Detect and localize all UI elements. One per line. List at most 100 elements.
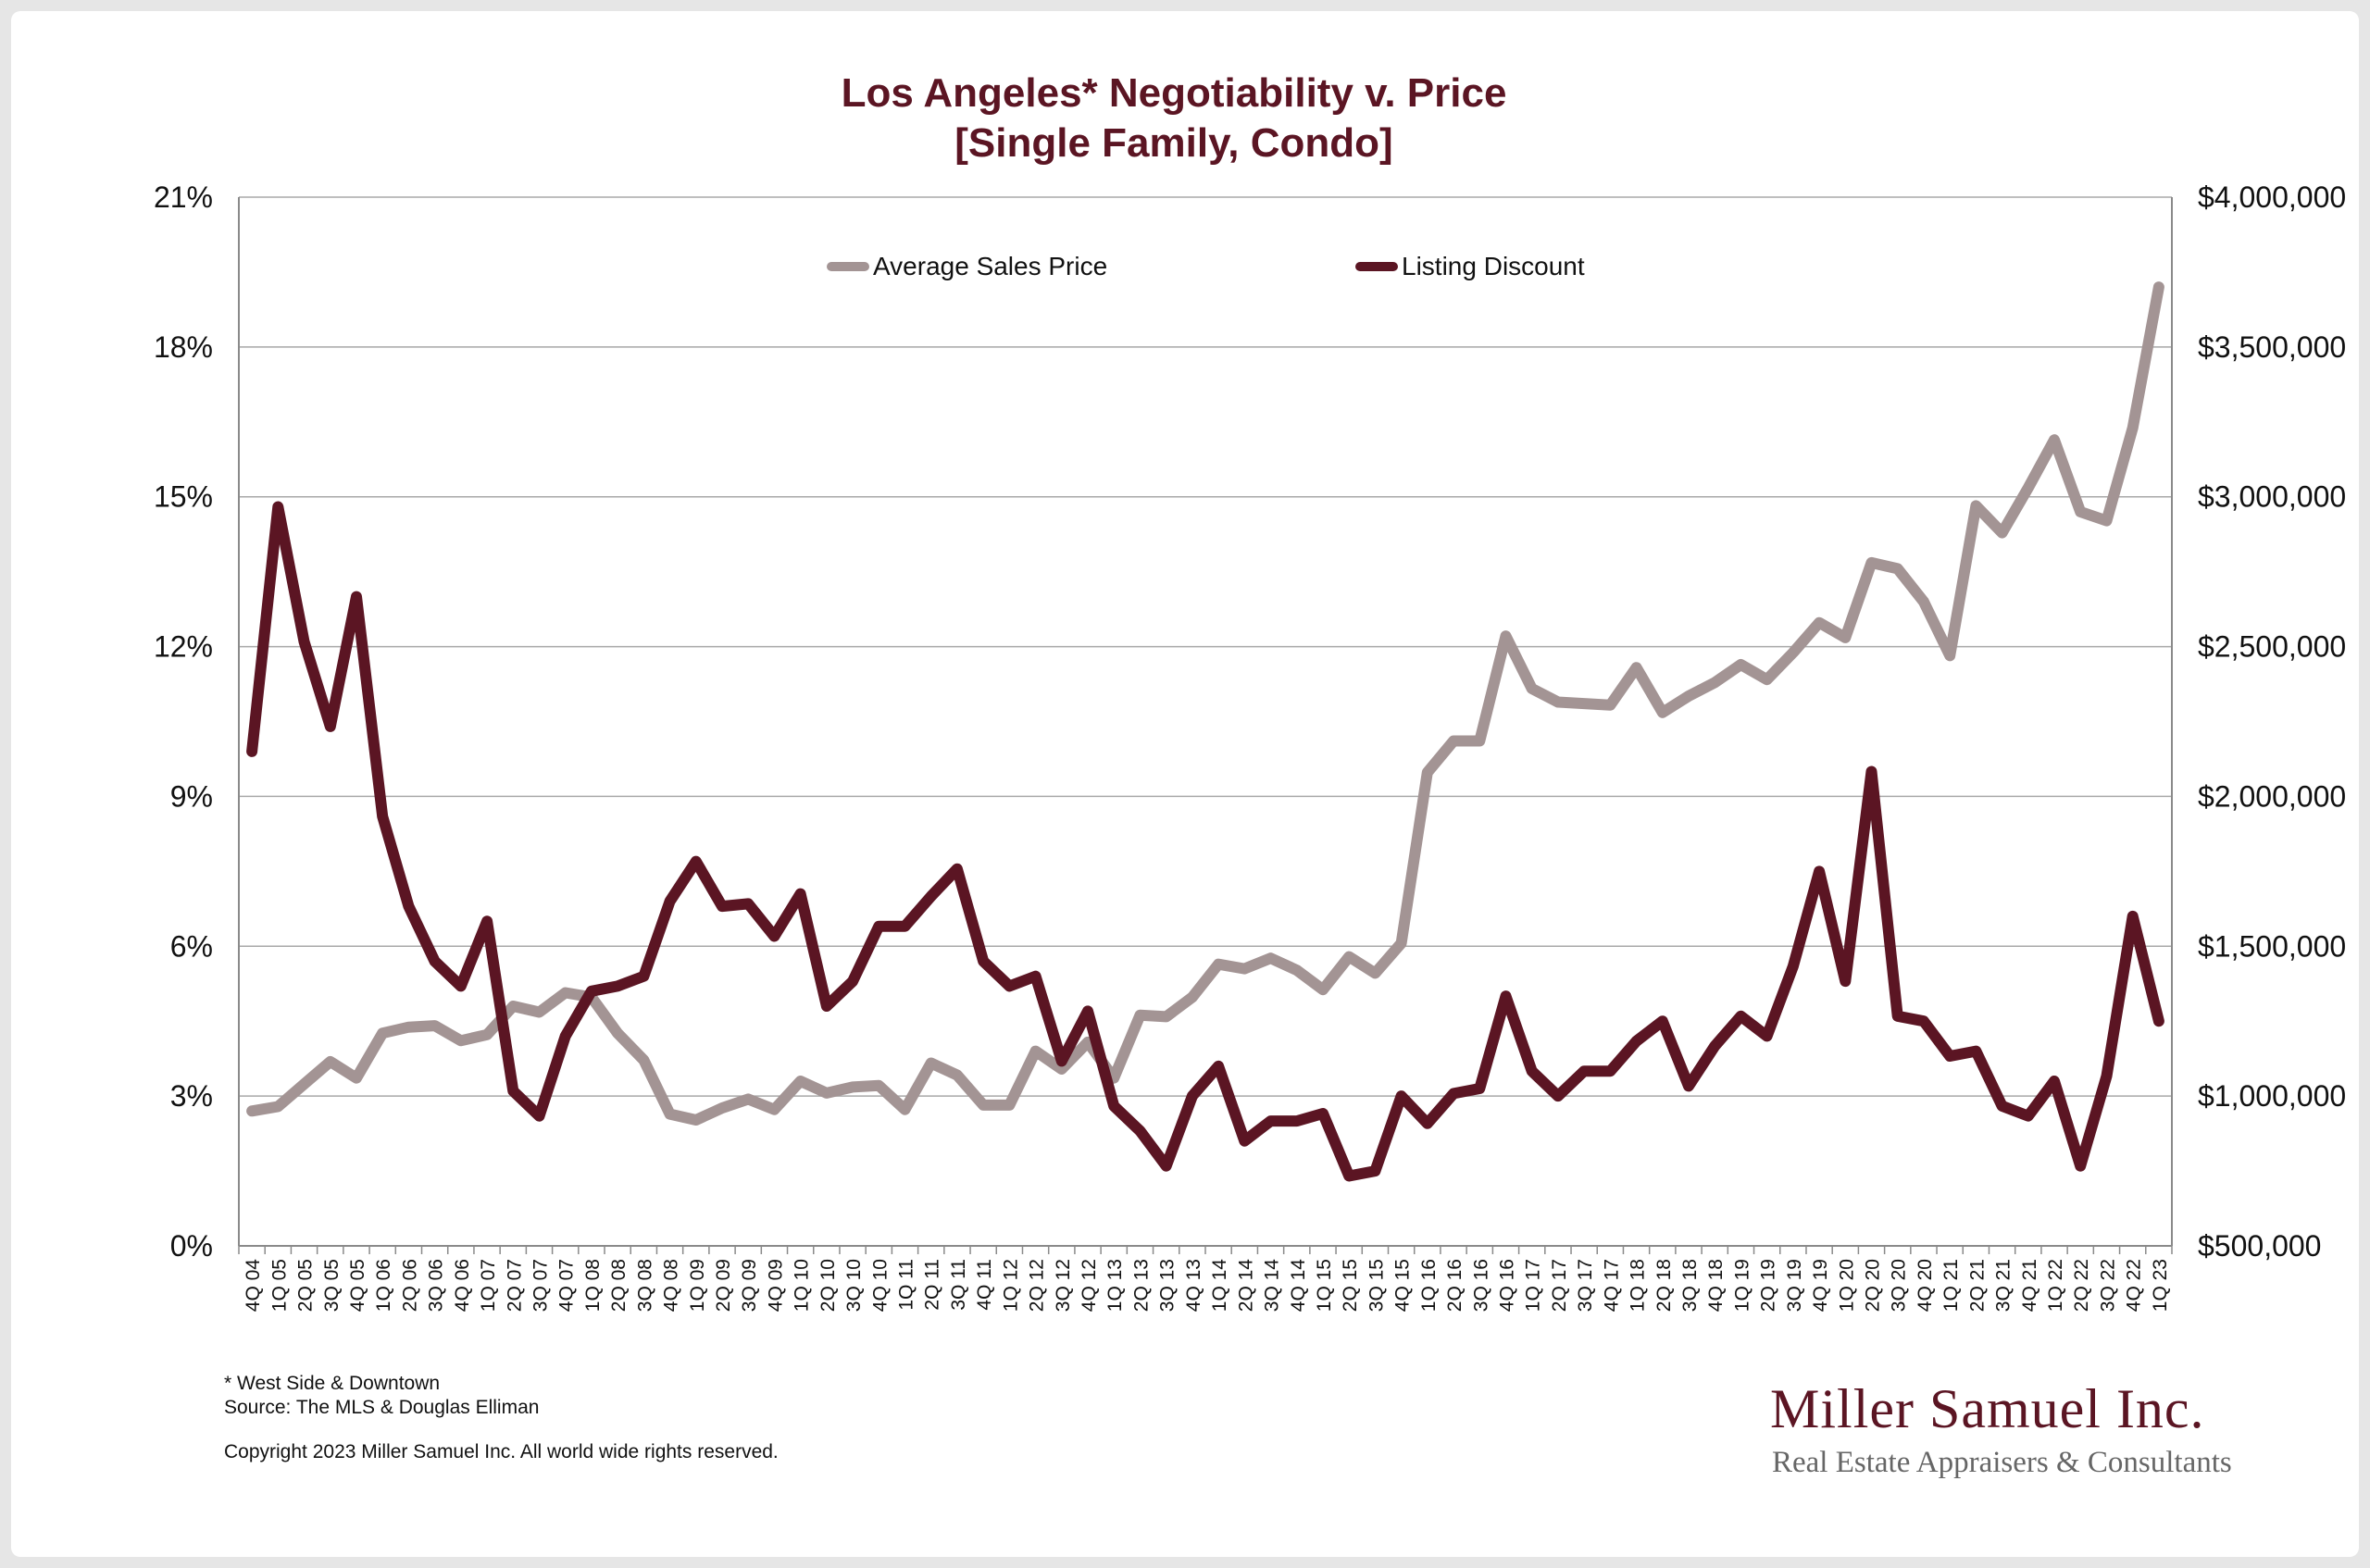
x-tick-label: 2Q 17 — [1549, 1259, 1570, 1312]
series-average-sales-price-line — [246, 281, 2164, 1126]
x-tick-label: 4Q 12 — [1079, 1259, 1100, 1312]
series-listing-discount-line — [246, 501, 2164, 1182]
x-tick-label: 4Q 05 — [347, 1259, 368, 1312]
x-tick-label: 3Q 13 — [1157, 1259, 1179, 1312]
x-tick-label: 3Q 18 — [1679, 1259, 1701, 1312]
right-axis-tick-label: $1,500,000 — [2198, 929, 2346, 963]
x-tick-label: 2Q 14 — [1235, 1259, 1256, 1313]
x-tick-label: 1Q 20 — [1836, 1259, 1857, 1312]
x-tick-label: 3Q 21 — [1993, 1259, 2014, 1312]
tick-labels: 0% $500,000 3% $1,000,000 6% $1,500,000 9% $2,0… — [154, 180, 2346, 1312]
x-tick-label: 3Q 10 — [843, 1259, 865, 1312]
x-tick-label: 3Q 08 — [634, 1259, 655, 1312]
x-tick-label: 2Q 18 — [1653, 1259, 1675, 1312]
x-tick-label: 1Q 11 — [896, 1259, 917, 1311]
x-tick-label: 2Q 15 — [1340, 1259, 1361, 1312]
x-tick-label: 1Q 09 — [687, 1259, 708, 1312]
source-note: Source: The MLS & Douglas Elliman — [224, 1397, 540, 1418]
legend-item-listing-discount: Listing Discount — [1355, 248, 1585, 285]
x-tick-label: 2Q 21 — [1966, 1259, 1988, 1312]
chart-title: Los Angeles* Negotiability v. Price — [841, 70, 1507, 116]
left-axis-tick-label: 15% — [154, 480, 213, 514]
left-axis-tick-label: 21% — [154, 180, 213, 214]
x-tick-label: 2Q 20 — [1863, 1259, 1884, 1312]
x-tick-label: 3Q 17 — [1575, 1259, 1596, 1312]
legend-swatch-price — [827, 262, 869, 271]
x-tick-label: 4Q 10 — [869, 1259, 891, 1312]
x-tick-label: 1Q 17 — [1523, 1259, 1544, 1312]
x-tick-label: 1Q 06 — [373, 1259, 394, 1312]
x-tick-label: 3Q 06 — [426, 1259, 447, 1312]
series-lines — [246, 281, 2164, 1182]
x-tick-label: 2Q 06 — [399, 1259, 420, 1312]
x-tick-label: 1Q 07 — [478, 1259, 499, 1312]
x-tick-label: 2Q 19 — [1758, 1259, 1779, 1312]
left-axis-tick-label: 9% — [170, 779, 213, 813]
left-axis-tick-label: 0% — [170, 1229, 213, 1263]
right-axis-tick-label: $2,500,000 — [2198, 630, 2346, 664]
x-tick-label: 4Q 14 — [1288, 1259, 1309, 1313]
x-tick-label: 4Q 07 — [556, 1259, 578, 1312]
x-tick-label: 4Q 13 — [1183, 1259, 1204, 1312]
x-tick-label: 3Q 07 — [530, 1259, 551, 1312]
right-axis-tick-label: $2,000,000 — [2198, 779, 2346, 813]
x-tick-label: 1Q 19 — [1731, 1259, 1753, 1312]
legend-item-average-sales-price: Average Sales Price — [827, 248, 1108, 285]
footnote: * West Side & Downtown — [224, 1373, 441, 1394]
right-axis-tick-label: $500,000 — [2198, 1229, 2321, 1263]
x-tick-label: 3Q 15 — [1366, 1259, 1387, 1312]
left-axis-tick-label: 12% — [154, 630, 213, 664]
x-tick-label: 1Q 15 — [1314, 1259, 1335, 1312]
x-tick-label: 3Q 09 — [739, 1259, 760, 1312]
x-tick-label: 2Q 08 — [608, 1259, 630, 1312]
x-tick-label: 3Q 22 — [2097, 1259, 2118, 1312]
x-tick-label: 2Q 09 — [713, 1259, 734, 1312]
legend-swatch-discount — [1355, 262, 1398, 271]
x-tick-label: 3Q 11 — [948, 1259, 969, 1311]
x-tick-label: 1Q 14 — [1209, 1259, 1230, 1313]
x-tick-label: 1Q 05 — [268, 1259, 290, 1312]
left-axis-tick-label: 18% — [154, 330, 213, 364]
right-axis-tick-label: $3,500,000 — [2198, 330, 2346, 364]
x-tick-label: 3Q 20 — [1889, 1259, 1910, 1312]
x-tick-label: 3Q 16 — [1470, 1259, 1491, 1312]
x-tick-label: 4Q 22 — [2124, 1259, 2145, 1312]
x-tick-label: 1Q 21 — [1940, 1259, 1962, 1312]
x-tick-label: 3Q 14 — [1262, 1259, 1283, 1313]
copyright-note: Copyright 2023 Miller Samuel Inc. All wo… — [224, 1441, 779, 1462]
chart-subtitle: [Single Family, Condo] — [954, 120, 1393, 166]
x-tick-label: 1Q 12 — [1000, 1259, 1021, 1312]
brand-logo-tagline: Real Estate Appraisers & Consultants — [1772, 1446, 2232, 1479]
x-tick-label: 1Q 13 — [1104, 1259, 1126, 1312]
x-tick-label: 2Q 11 — [922, 1259, 943, 1311]
right-axis-tick-label: $1,000,000 — [2198, 1079, 2346, 1113]
x-tick-label: 4Q 21 — [2019, 1259, 2040, 1312]
x-tick-label: 4Q 04 — [243, 1259, 264, 1313]
x-tick-label: 2Q 22 — [2071, 1259, 2092, 1312]
brand-logo-name: Miller Samuel Inc. — [1770, 1378, 2205, 1439]
x-tick-label: 4Q 06 — [452, 1259, 473, 1312]
x-tick-label: 4Q 11 — [974, 1259, 995, 1311]
x-tick-label: 4Q 15 — [1392, 1259, 1414, 1312]
x-tick-label: 2Q 13 — [1130, 1259, 1152, 1312]
x-tick-label: 2Q 07 — [504, 1259, 525, 1312]
chart-card — [11, 11, 2359, 1557]
right-axis-tick-label: $3,000,000 — [2198, 480, 2346, 514]
x-tick-label: 3Q 19 — [1784, 1259, 1805, 1312]
x-tick-label: 4Q 08 — [661, 1259, 682, 1312]
x-tick-label: 3Q 12 — [1053, 1259, 1074, 1312]
x-tick-label: 2Q 16 — [1444, 1259, 1466, 1312]
axes — [238, 197, 2173, 1254]
x-tick-label: 2Q 05 — [295, 1259, 317, 1312]
x-tick-label: 2Q 10 — [817, 1259, 839, 1312]
legend-label-price: Average Sales Price — [873, 252, 1108, 280]
x-tick-label: 1Q 23 — [2150, 1259, 2171, 1312]
left-axis-tick-label: 3% — [170, 1079, 213, 1113]
x-tick-label: 4Q 18 — [1705, 1259, 1727, 1312]
x-tick-label: 4Q 19 — [1810, 1259, 1831, 1312]
x-tick-label: 4Q 20 — [1915, 1259, 1936, 1312]
x-tick-label: 1Q 10 — [792, 1259, 813, 1312]
x-tick-label: 1Q 22 — [2045, 1259, 2066, 1312]
x-tick-label: 1Q 08 — [582, 1259, 604, 1312]
